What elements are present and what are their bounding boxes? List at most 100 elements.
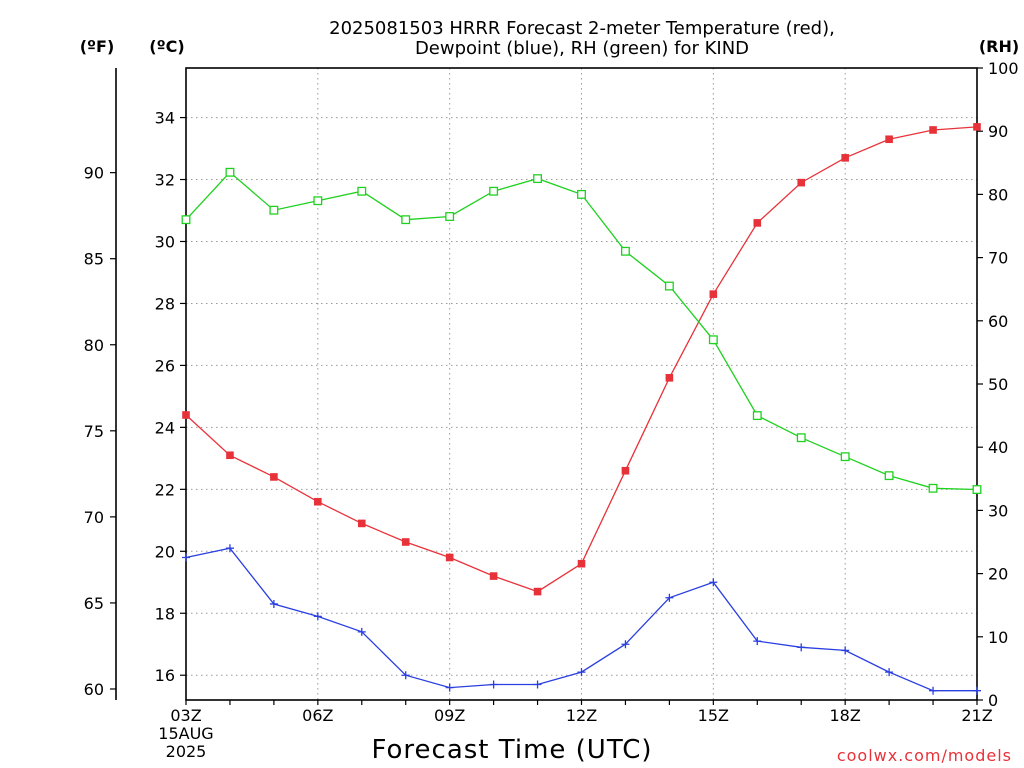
temperature-point <box>973 123 981 131</box>
celsius-tick-label: 22 <box>155 480 175 499</box>
rh-point <box>884 471 894 481</box>
temperature-point <box>841 154 849 162</box>
rh-tick-label: 70 <box>988 249 1008 268</box>
rh-tick-label: 90 <box>988 122 1008 141</box>
celsius-unit-label: (ºC) <box>149 37 184 56</box>
temperature-point <box>270 473 278 481</box>
rh-point <box>840 452 850 462</box>
celsius-tick-label: 16 <box>155 666 175 685</box>
temperature-point <box>445 553 454 562</box>
chart-title-line-1: 2025081503 HRRR Forecast 2-meter Tempera… <box>329 18 835 39</box>
dewpoint-point <box>533 680 542 689</box>
temperature-point <box>489 572 498 580</box>
dewpoint-point <box>665 593 674 602</box>
rh-point <box>620 246 630 256</box>
rh-point <box>796 433 806 443</box>
temperature-point <box>621 466 630 475</box>
x-tick-label: 15Z <box>698 706 729 725</box>
celsius-tick-label: 32 <box>155 171 175 190</box>
temperature-point <box>577 559 586 568</box>
rh-point <box>533 174 543 184</box>
x-date-line-1: 15AUG <box>158 724 213 743</box>
dewpoint-point <box>797 643 806 652</box>
rh-unit-label: (RH) <box>979 37 1019 56</box>
rh-point <box>708 335 718 345</box>
dewpoint-point <box>753 637 762 646</box>
celsius-tick-label: 34 <box>155 109 175 128</box>
temperature-point <box>929 126 937 134</box>
celsius-tick-label: 18 <box>155 604 175 623</box>
axes: 16 18 20 22 24 26 28 30 32 34 60 65 70 75 80 85 90 0 10 20 3… <box>84 59 1019 725</box>
rh-tick-label: 80 <box>988 185 1008 204</box>
rh-point <box>401 215 411 225</box>
dewpoint-point <box>357 627 366 636</box>
rh-tick-label: 40 <box>988 438 1008 457</box>
x-tick-label: 18Z <box>830 706 861 725</box>
rh-series <box>181 167 982 494</box>
dewpoint-series <box>182 544 981 695</box>
celsius-tick-label: 30 <box>155 232 175 251</box>
fahrenheit-tick-label: 70 <box>84 508 104 527</box>
celsius-tick-label: 28 <box>155 294 175 313</box>
fahrenheit-tick-label: 85 <box>84 250 104 269</box>
celsius-tick-label: 24 <box>155 418 175 437</box>
grid-lines <box>186 68 977 700</box>
temperature-point <box>885 135 893 144</box>
celsius-tick-label: 26 <box>155 356 175 375</box>
dewpoint-point <box>445 683 454 692</box>
celsius-tick-label: 20 <box>155 542 175 561</box>
temperature-point <box>753 219 762 227</box>
rh-tick-label: 20 <box>988 565 1008 584</box>
rh-point <box>269 205 279 215</box>
x-date-line-2: 2025 <box>166 742 207 761</box>
dewpoint-point <box>182 553 190 562</box>
rh-tick-label: 10 <box>988 628 1008 647</box>
temperature-point <box>401 538 410 546</box>
temperature-point <box>226 451 234 460</box>
x-tick-label: 12Z <box>566 706 597 725</box>
x-tick-label: 06Z <box>302 706 333 725</box>
rh-point <box>181 215 191 225</box>
fahrenheit-unit-label: (ºF) <box>80 37 115 56</box>
rh-tick-label: 0 <box>988 691 998 710</box>
rh-point <box>928 483 938 493</box>
rh-point <box>752 411 762 421</box>
dewpoint-point <box>709 578 718 587</box>
temperature-point <box>314 497 322 506</box>
dewpoint-point <box>973 686 981 695</box>
series-layer <box>181 123 982 695</box>
credit-text: coolwx.com/models <box>837 746 1012 765</box>
x-axis-label: Forecast Time (UTC) <box>371 735 652 765</box>
dewpoint-point <box>313 612 322 621</box>
x-tick-label: 21Z <box>961 706 992 725</box>
dewpoint-point <box>841 646 850 655</box>
dewpoint-point <box>269 599 278 608</box>
temperature-point <box>797 178 806 187</box>
dewpoint-point <box>577 668 586 677</box>
rh-point <box>489 186 499 196</box>
chart-title-line-2: Dewpoint (blue), RH (green) for KIND <box>415 38 749 59</box>
fahrenheit-tick-label: 80 <box>84 336 104 355</box>
rh-point <box>664 281 674 291</box>
x-tick-label: 09Z <box>434 706 465 725</box>
fahrenheit-tick-label: 90 <box>84 164 104 183</box>
temperature-point <box>665 374 674 382</box>
dewpoint-point <box>225 544 234 553</box>
rh-point <box>357 186 367 196</box>
dewpoint-point <box>929 686 938 695</box>
x-tick-label: 03Z <box>170 706 201 725</box>
fahrenheit-tick-label: 60 <box>84 680 104 699</box>
dewpoint-point <box>489 680 498 689</box>
temperature-point <box>357 519 366 528</box>
dewpoint-point <box>621 640 630 649</box>
temperature-point <box>182 411 190 419</box>
dewpoint-point <box>401 671 410 680</box>
temperature-point <box>533 587 542 596</box>
rh-tick-label: 100 <box>988 59 1019 78</box>
dewpoint-point <box>885 668 894 677</box>
rh-point <box>445 212 455 221</box>
fahrenheit-tick-label: 65 <box>84 594 104 613</box>
rh-point <box>577 189 586 199</box>
rh-point <box>972 485 982 494</box>
